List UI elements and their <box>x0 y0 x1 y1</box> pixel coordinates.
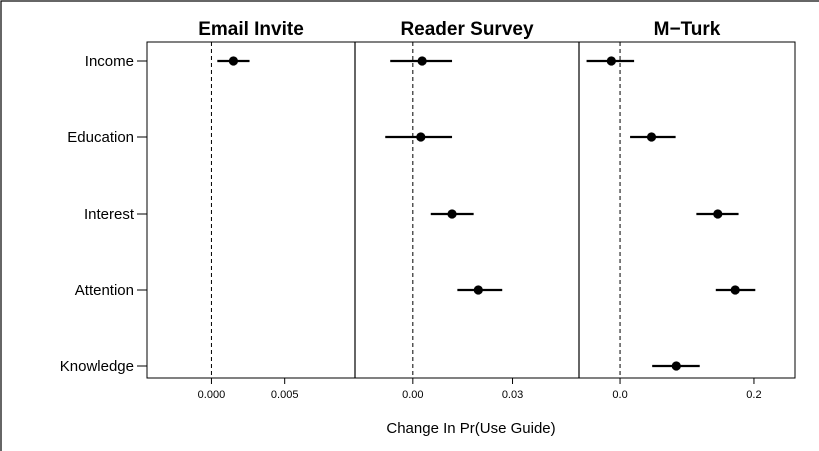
plot-frame <box>146 41 796 379</box>
y-tick-label: Attention <box>75 282 134 299</box>
x-tick-label: 0.000 <box>198 389 226 401</box>
x-axis-label: Change In Pr(Use Guide) <box>386 420 555 437</box>
point-estimate <box>228 56 239 66</box>
point-estimate <box>671 361 681 371</box>
panel-title: Reader Survey <box>400 19 534 40</box>
panel-title: Email Invite <box>198 19 304 40</box>
panel-title: M−Turk <box>654 19 721 40</box>
x-tick-label: 0.0 <box>612 389 627 401</box>
x-tick-label: 0.00 <box>402 389 423 401</box>
point-estimate <box>416 132 426 142</box>
y-tick-label: Income <box>85 53 134 70</box>
x-tick-label: 0.2 <box>746 389 761 401</box>
point-estimate <box>730 285 740 295</box>
point-estimate <box>713 209 723 219</box>
y-tick-label: Knowledge <box>60 358 134 375</box>
point-estimate <box>646 132 657 142</box>
point-estimate <box>447 209 457 219</box>
y-tick-label: Interest <box>84 206 135 223</box>
x-tick-label: 0.005 <box>271 389 299 401</box>
point-estimate <box>417 56 427 66</box>
point-estimate <box>473 285 483 295</box>
point-estimate <box>606 56 616 66</box>
x-tick-label: 0.03 <box>502 389 523 401</box>
y-tick-label: Education <box>67 129 134 146</box>
